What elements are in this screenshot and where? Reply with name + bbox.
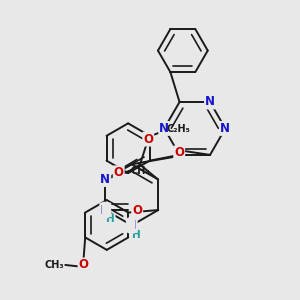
- Text: O: O: [143, 133, 153, 146]
- Text: N: N: [159, 122, 169, 135]
- Text: N: N: [205, 95, 215, 109]
- Text: O: O: [79, 259, 88, 272]
- Text: H: H: [132, 230, 141, 240]
- Text: N: N: [127, 219, 137, 232]
- Text: O: O: [174, 146, 184, 159]
- Text: N: N: [220, 122, 230, 135]
- Text: C₂H₅: C₂H₅: [167, 124, 191, 134]
- Text: CH₃: CH₃: [44, 260, 64, 270]
- Text: H: H: [106, 214, 115, 224]
- Text: N: N: [100, 173, 110, 186]
- Text: N: N: [100, 204, 110, 217]
- Text: O: O: [114, 167, 124, 179]
- Text: CH₃: CH₃: [130, 166, 150, 176]
- Text: O: O: [132, 204, 142, 217]
